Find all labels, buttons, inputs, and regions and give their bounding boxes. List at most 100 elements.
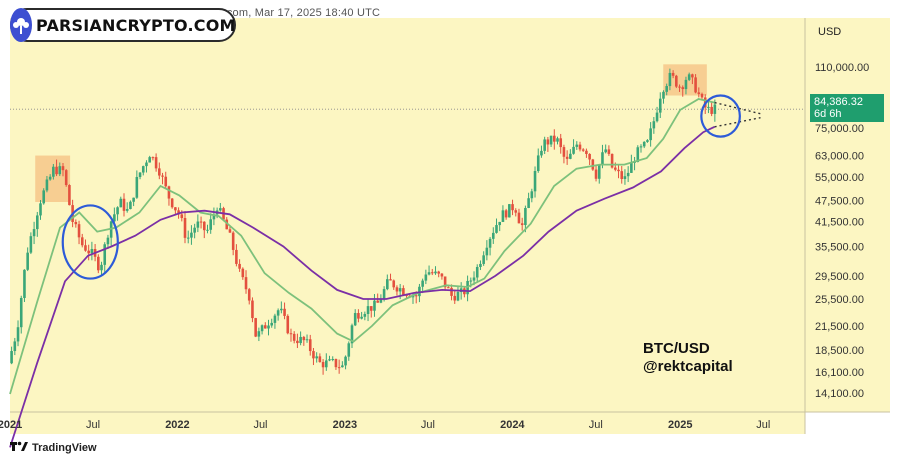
candle-body — [668, 72, 672, 87]
candle-body — [430, 272, 434, 274]
candle-body — [601, 152, 604, 165]
candle-body — [434, 271, 437, 274]
candle-body — [485, 247, 489, 256]
candle-body — [286, 315, 290, 334]
candle-body — [212, 214, 216, 220]
tradingview-logo-icon — [10, 439, 28, 457]
y-tick-label: 29,500.00 — [815, 271, 864, 283]
candle-body — [190, 232, 193, 238]
x-tick-label: 2023 — [333, 419, 357, 431]
candle-body — [491, 232, 495, 239]
candle-body — [138, 172, 142, 177]
candle-body — [52, 166, 55, 177]
y-tick-label: 16,100.00 — [815, 367, 864, 379]
y-tick-label: 25,500.00 — [815, 294, 864, 306]
candle-body — [148, 157, 151, 163]
candle-body — [540, 150, 543, 156]
candle-body — [251, 300, 254, 319]
candle-body — [206, 229, 209, 231]
candle-body — [694, 77, 697, 93]
candle-body — [504, 210, 508, 218]
candle-body — [167, 186, 171, 199]
candle-body — [363, 313, 367, 317]
candle-body — [260, 325, 264, 332]
candle-body — [360, 316, 363, 319]
x-tick-label: 2024 — [500, 419, 525, 431]
candle-body — [247, 289, 251, 301]
candle-body — [154, 157, 158, 169]
platform-name: TradingView — [32, 442, 97, 454]
candle-body — [202, 221, 206, 231]
candle-body — [257, 331, 261, 337]
candle-body — [119, 198, 123, 208]
candle-body — [392, 280, 396, 288]
candle-body — [443, 276, 447, 288]
y-tick-label: 18,500.00 — [815, 345, 864, 357]
candle-body — [129, 201, 132, 210]
candle-body — [244, 277, 248, 290]
candle-body — [585, 150, 588, 154]
candle-body — [447, 287, 450, 289]
candle-body — [552, 135, 556, 142]
candle-body — [508, 204, 511, 218]
y-tick-label: 35,500.00 — [815, 241, 864, 253]
candle-body — [472, 277, 476, 281]
candle-body — [113, 214, 116, 222]
brand-badge[interactable]: PARSIANCRYPTO.COM — [10, 8, 236, 42]
candle-body — [84, 245, 87, 251]
candle-body — [341, 365, 344, 368]
y-tick-label: 21,500.00 — [815, 321, 864, 333]
candle-body — [141, 166, 145, 173]
candle-body — [16, 327, 20, 342]
candle-body — [671, 72, 675, 76]
candle-body — [684, 79, 688, 90]
x-tick-label: Jul — [421, 419, 435, 431]
candle-body — [196, 221, 200, 228]
candle-body — [501, 210, 505, 222]
candle-body — [710, 106, 713, 114]
candle-body — [649, 128, 652, 141]
candle-body — [469, 280, 473, 282]
candle-body — [626, 172, 630, 177]
candle-body — [315, 356, 318, 359]
candle-body — [254, 318, 257, 337]
y-tick-label: 14,100.00 — [815, 388, 864, 400]
candle-body — [122, 198, 126, 211]
candle-body — [280, 308, 283, 311]
highlight-box — [35, 155, 71, 203]
candle-body — [312, 351, 315, 359]
y-tick-label: 110,000.00 — [815, 62, 869, 74]
candle-body — [334, 358, 338, 368]
candle-body — [55, 166, 58, 175]
y-tick-label: 75,000.00 — [815, 123, 864, 135]
candle-body — [597, 164, 601, 179]
footer-branding[interactable]: TradingView — [10, 440, 97, 456]
candle-body — [97, 256, 100, 271]
chart-watermark: BTC/USD @rektcapital — [643, 340, 733, 376]
candle-body — [536, 155, 540, 172]
candle-body — [45, 179, 49, 191]
candle-body — [665, 86, 668, 92]
x-tick-label: 2021 — [0, 419, 22, 431]
candle-body — [440, 273, 444, 277]
candle-body — [578, 144, 582, 150]
candle-body — [652, 121, 656, 129]
current-price-badge: 84,386.32 6d 6h — [810, 94, 884, 122]
candle-body — [482, 255, 485, 264]
candle-body — [713, 104, 717, 114]
candle-body — [543, 139, 546, 151]
candle-body — [177, 210, 180, 215]
candle-body — [103, 244, 107, 265]
candle-body — [572, 146, 575, 154]
candle-body — [151, 157, 155, 159]
candle-body — [514, 210, 518, 213]
candle-body — [135, 176, 139, 198]
candle-body — [270, 322, 274, 326]
time-axis-background — [10, 412, 805, 434]
candle-body — [353, 313, 357, 326]
candle-body — [325, 360, 328, 368]
x-tick-label: Jul — [86, 419, 100, 431]
candle-body — [48, 176, 52, 180]
candle-body — [267, 325, 270, 329]
